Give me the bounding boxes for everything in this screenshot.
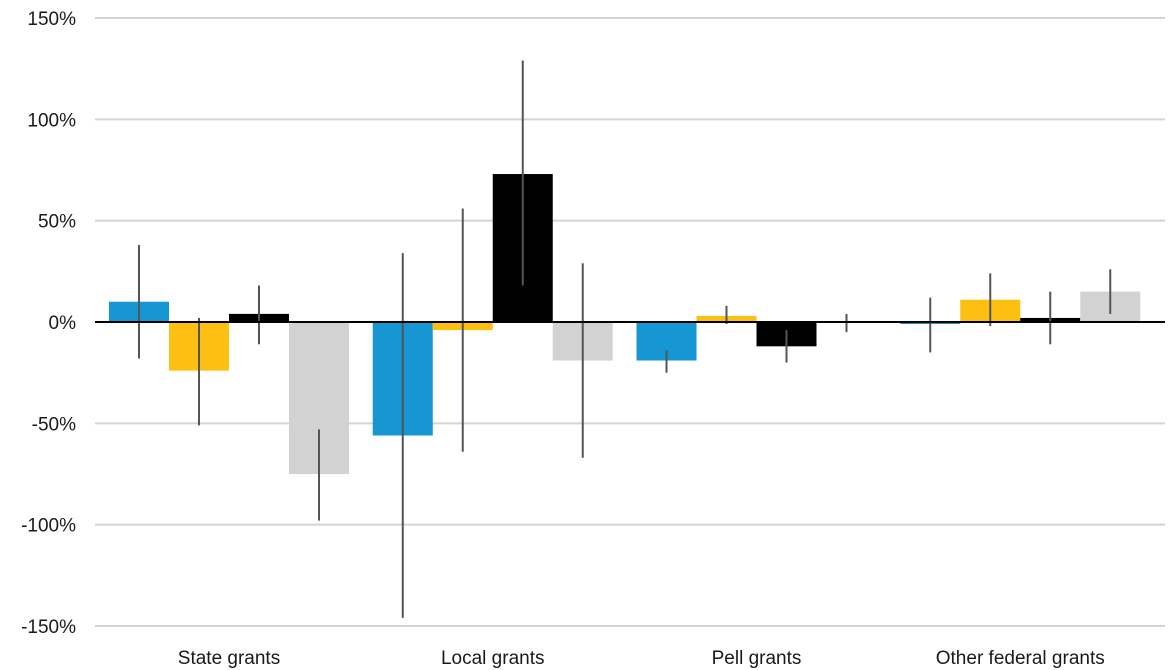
y-tick-label: 100% [27, 110, 76, 131]
category-label: Pell grants [712, 648, 802, 669]
category-label: Other federal grants [936, 648, 1105, 669]
y-tick-label: 50% [38, 212, 76, 233]
y-axis-ticks: 150% 100% 50% 0% -50% -100% -150% [21, 9, 76, 638]
gridlines [95, 17, 1165, 627]
x-axis-categories: State grants Local grants Pell grants Other… [178, 648, 1105, 669]
bars [109, 174, 1141, 474]
y-tick-label: -100% [21, 516, 76, 537]
y-tick-label: -150% [21, 617, 76, 638]
y-tick-label: 0% [49, 313, 77, 334]
category-label: Local grants [441, 648, 545, 669]
error-bars [138, 60, 1112, 618]
y-tick-label: 150% [27, 9, 76, 30]
y-tick-label: -50% [32, 414, 76, 435]
category-label: State grants [178, 648, 280, 669]
